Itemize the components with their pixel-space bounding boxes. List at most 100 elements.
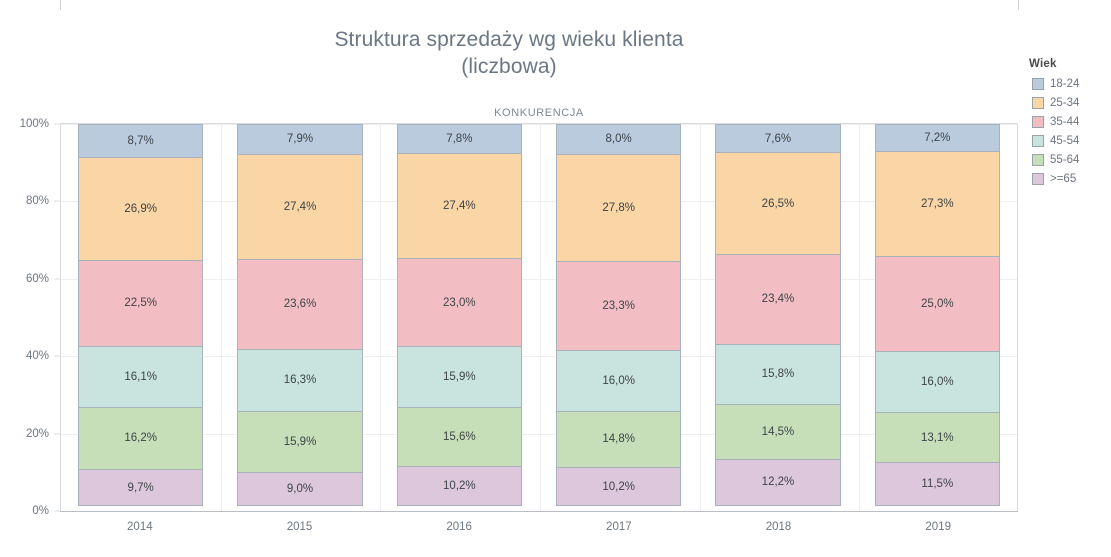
bar-segment-label: 23,4%	[761, 293, 795, 306]
bar-segment-label: 15,6%	[443, 430, 476, 443]
bar-segment-label: 23,6%	[283, 298, 317, 311]
bar-column: 7,8% 27,4% 23,0% 15,9% 15,6% 10,2%	[380, 124, 539, 511]
bar-segment[interactable]: 23,6%	[237, 258, 363, 350]
bar-segment-label: 15,9%	[443, 370, 476, 383]
legend-item-label: >=65	[1050, 172, 1077, 185]
y-axis-tick-mark	[54, 200, 60, 202]
legend-item-label: 35-44	[1050, 115, 1080, 128]
stacked-bar[interactable]: 7,6% 26,5% 23,4% 15,8% 14,5% 12,2%	[715, 124, 841, 511]
legend-item-label: 18-24	[1050, 77, 1080, 90]
bar-segment-label: 16,2%	[124, 432, 157, 445]
bar-segment[interactable]: 11,5%	[874, 461, 1000, 507]
legend-item[interactable]: 35-44	[1032, 112, 1111, 131]
bar-segment-label: 15,8%	[761, 368, 795, 381]
bar-segment[interactable]: 22,5%	[78, 259, 204, 347]
category-separator	[220, 124, 222, 511]
legend-item[interactable]: 55-64	[1032, 150, 1111, 169]
bar-segment-label: 7,6%	[764, 132, 792, 145]
bar-segment-label: 10,2%	[602, 480, 635, 493]
bar-segment[interactable]: 16,1%	[78, 345, 204, 409]
stacked-bar[interactable]: 8,0% 27,8% 23,3% 16,0% 14,8% 10,2%	[555, 124, 682, 511]
bar-segment[interactable]: 26,9%	[78, 156, 204, 261]
bar-segment[interactable]: 10,2%	[396, 466, 522, 506]
legend-item[interactable]: 18-24	[1032, 74, 1111, 93]
bar-segment[interactable]: 16,0%	[555, 349, 682, 412]
stacked-bar[interactable]: 7,2% 27,3% 25,0% 16,0% 13,1% 11,5%	[874, 124, 1000, 511]
bar-segment[interactable]: 8,7%	[78, 124, 204, 158]
bar-segment[interactable]: 7,9%	[237, 124, 363, 155]
bar-segment[interactable]: 12,2%	[715, 458, 841, 506]
bar-segment-label: 16,1%	[124, 370, 157, 383]
panel-divider-right	[1018, 0, 1019, 10]
stacked-bar[interactable]: 7,8% 27,4% 23,0% 15,9% 15,6% 10,2%	[396, 124, 522, 511]
bar-segment[interactable]: 14,5%	[715, 403, 841, 460]
legend-swatch-icon	[1032, 96, 1044, 109]
stacked-bar[interactable]: 7,9% 27,4% 23,6% 16,3% 15,9% 9,0%	[237, 124, 363, 511]
bar-segment-label: 8,7%	[127, 134, 154, 147]
x-axis-tick-label: 2019	[925, 521, 951, 533]
bar-segment[interactable]: 26,5%	[715, 152, 841, 255]
gridline	[61, 201, 1017, 202]
panel-header: KONKURENCJA	[60, 102, 1018, 124]
bar-segment[interactable]: 27,3%	[874, 150, 1000, 257]
bar-segment[interactable]: 16,3%	[237, 348, 363, 412]
legend-item[interactable]: >=65	[1032, 169, 1111, 188]
legend-title: Wiek	[1029, 58, 1057, 70]
legend-item[interactable]: 25-34	[1032, 93, 1111, 112]
bar-segment-label: 7,2%	[924, 131, 951, 144]
bar-column: 7,9% 27,4% 23,6% 16,3% 15,9% 9,0%	[220, 124, 379, 511]
gridline	[61, 279, 1017, 280]
panel-divider-left	[60, 0, 61, 10]
gridline	[61, 356, 1017, 357]
bar-segment[interactable]: 16,0%	[874, 351, 1000, 414]
legend-swatch-icon	[1032, 115, 1044, 128]
category-separator	[540, 124, 541, 511]
bar-segment[interactable]: 7,6%	[715, 124, 841, 154]
x-axis-labels: 2014 2015 2016 2017 2018 2019	[60, 512, 1018, 542]
y-axis-tick-mark	[54, 433, 60, 435]
x-axis-tick-label: 2016	[446, 521, 472, 533]
y-axis-tick-label: 80%	[25, 195, 49, 208]
bar-segment[interactable]: 7,8%	[396, 124, 522, 155]
bar-segment[interactable]: 27,4%	[396, 153, 522, 260]
bar-segment[interactable]: 13,1%	[874, 412, 1000, 463]
legend-item[interactable]: 45-54	[1032, 131, 1111, 150]
bar-segment[interactable]: 23,0%	[396, 258, 522, 348]
bar-segment[interactable]: 15,9%	[237, 411, 363, 473]
y-axis-tick-label: 60%	[25, 272, 49, 285]
bar-segment[interactable]: 23,3%	[555, 260, 682, 351]
gridline	[61, 124, 1017, 125]
bar-column: 8,7% 26,9% 22,5% 16,1% 16,2% 9,7%	[61, 124, 220, 511]
bar-series-container: 8,7% 26,9% 22,5% 16,1% 16,2% 9,7% 7,9% 27,4% 23,…	[61, 124, 1017, 511]
bar-column: 8,0% 27,8% 23,3% 16,0% 14,8% 10,2%	[539, 124, 698, 511]
bar-segment[interactable]: 16,2%	[78, 407, 204, 470]
y-axis-tick-label: 0%	[32, 505, 49, 517]
bar-segment-label: 25,0%	[921, 297, 954, 310]
bar-segment[interactable]: 15,6%	[396, 406, 522, 468]
y-axis-tick-mark	[54, 510, 60, 512]
bar-segment-label: 12,2%	[761, 476, 795, 489]
bar-segment[interactable]: 27,4%	[237, 153, 363, 260]
stacked-bar[interactable]: 8,7% 26,9% 22,5% 16,1% 16,2% 9,7%	[78, 124, 204, 511]
bar-segment[interactable]: 15,8%	[715, 343, 841, 405]
bar-segment[interactable]: 7,2%	[874, 124, 1000, 152]
x-axis-tick-label: 2014	[127, 521, 153, 533]
bar-segment-label: 9,7%	[127, 481, 154, 494]
bar-segment[interactable]: 14,8%	[555, 410, 682, 468]
category-separator	[859, 124, 861, 511]
bar-segment[interactable]: 23,4%	[715, 253, 841, 345]
bar-segment[interactable]: 10,2%	[555, 466, 682, 507]
legend-item-label: 25-34	[1050, 96, 1080, 109]
bar-segment[interactable]: 25,0%	[874, 255, 1000, 353]
y-axis-tick-mark	[54, 355, 60, 357]
bar-segment-label: 23,0%	[443, 296, 476, 309]
bar-segment-label: 7,8%	[446, 133, 473, 146]
category-separator	[699, 124, 701, 511]
bar-segment[interactable]: 9,0%	[237, 471, 363, 507]
bar-column: 7,6% 26,5% 23,4% 15,8% 14,5% 12,2%	[698, 124, 857, 511]
bar-segment[interactable]: 8,0%	[555, 124, 682, 155]
bar-segment[interactable]: 9,7%	[78, 468, 204, 507]
bar-segment[interactable]: 27,8%	[555, 153, 682, 262]
bar-segment[interactable]: 15,9%	[396, 346, 522, 408]
